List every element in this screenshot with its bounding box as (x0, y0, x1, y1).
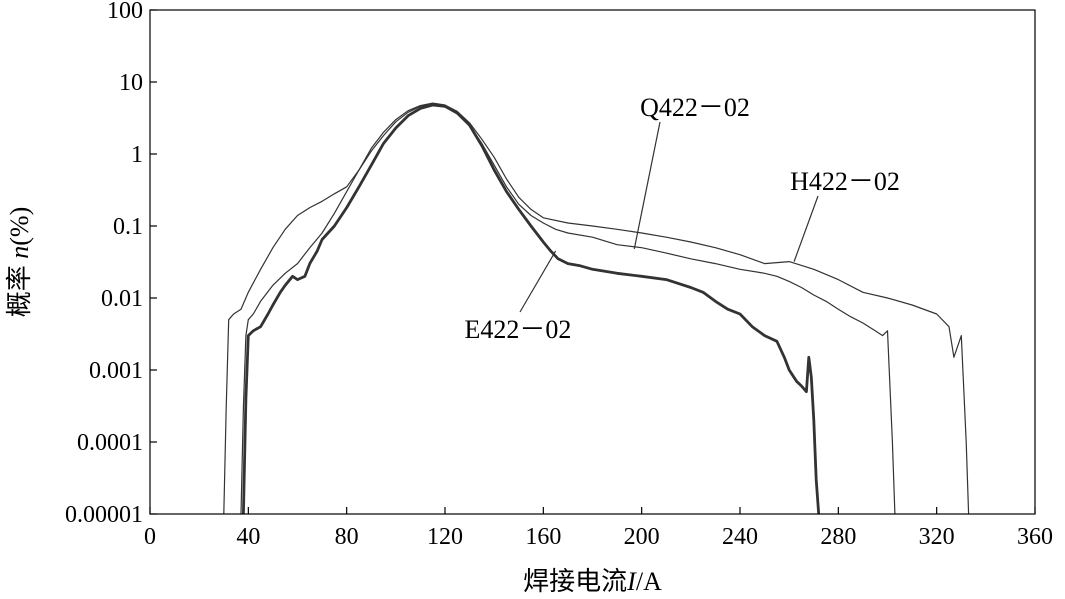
series-label: H422－02 (790, 167, 900, 196)
annotation-layer: Q422－02 H422－02 E422－02 (465, 93, 900, 344)
annotation-leader-line (793, 195, 819, 262)
y-tick-label: 0.01 (101, 286, 143, 312)
y-axis-label-unit: (%) (5, 207, 34, 246)
y-tick-label: 0.00001 (65, 502, 143, 528)
x-axis-label-prefix: 焊接电流 (523, 567, 627, 596)
series-layer (223, 102, 970, 515)
y-tick-label: 0.0001 (77, 430, 143, 456)
y-tick-label: 1 (131, 142, 143, 168)
y-tick-label: 0.001 (89, 358, 143, 384)
x-tick-label: 240 (722, 524, 758, 550)
x-tick-label: 360 (1017, 524, 1053, 550)
y-axis-label-variable: n (5, 246, 34, 259)
y-tick-label: 10 (119, 70, 143, 96)
series-line-h422 (223, 102, 970, 515)
x-tick-label: 80 (335, 524, 359, 550)
x-tick-label: 40 (236, 524, 260, 550)
series-label: Q422－02 (640, 93, 750, 122)
y-axis-ticks: 0.00001 0.0001 0.001 0.01 0.1 1 10 100 (65, 0, 157, 528)
x-tick-label: 160 (525, 524, 561, 550)
series-line-e422 (242, 103, 821, 515)
x-axis-label-unit: /A (636, 567, 662, 596)
plot-frame (149, 9, 1036, 515)
y-axis-label-prefix: 概率 (5, 259, 34, 318)
x-axis-label: 焊接电流I/A (523, 567, 662, 596)
y-axis-label: 概率 n(%) (5, 207, 34, 318)
series-line-q422 (240, 103, 896, 515)
x-tick-label: 320 (919, 524, 955, 550)
x-axis-ticks: 0 40 80 120 160 200 240 280 320 360 (144, 507, 1053, 550)
x-tick-label: 120 (427, 524, 463, 550)
x-tick-label: 0 (144, 524, 156, 550)
x-tick-label: 200 (624, 524, 660, 550)
annotation-leader-line (633, 121, 661, 250)
y-tick-label: 100 (107, 0, 143, 24)
y-tick-label: 0.1 (113, 214, 143, 240)
x-tick-label: 280 (820, 524, 856, 550)
x-axis-label-variable: I (626, 567, 637, 596)
series-label: E422－02 (465, 315, 572, 344)
annotation-leader-line (519, 250, 557, 313)
